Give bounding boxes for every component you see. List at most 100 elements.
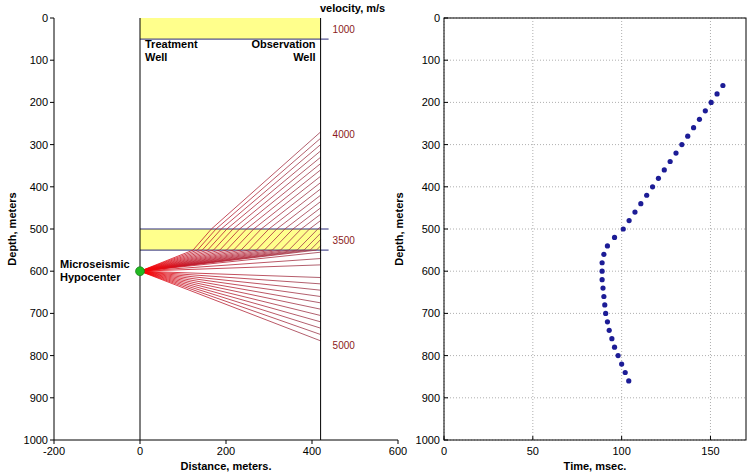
- y-tick: [50, 60, 54, 61]
- ray: [140, 271, 321, 315]
- ray: [140, 170, 321, 271]
- point: [691, 125, 696, 130]
- point: [627, 218, 632, 223]
- point: [600, 277, 605, 282]
- y-tick-label: 600: [30, 265, 48, 277]
- velocity-label: 3500: [333, 235, 356, 246]
- y-tick: [50, 397, 54, 398]
- point: [668, 159, 673, 164]
- x-grid: [710, 18, 711, 440]
- point: [697, 117, 702, 122]
- y-tick-label: 100: [422, 54, 440, 66]
- ray: [140, 176, 321, 271]
- ray: [140, 227, 321, 271]
- point: [601, 252, 606, 257]
- point: [602, 302, 607, 307]
- y-tick: [50, 18, 54, 19]
- x-tick-label: 600: [389, 445, 407, 457]
- y-tick: [50, 144, 54, 145]
- y-tick: [444, 60, 448, 61]
- y-tick-label: 700: [30, 307, 48, 319]
- point: [703, 108, 708, 113]
- y-tick: [50, 440, 54, 441]
- x-tick-label: 400: [303, 445, 321, 457]
- point: [638, 201, 643, 206]
- ray: [140, 132, 321, 271]
- point: [603, 311, 608, 316]
- point: [612, 235, 617, 240]
- point: [607, 328, 612, 333]
- figure: TreatmentWellObservationWellMicroseismic…: [0, 0, 753, 476]
- point: [619, 361, 624, 366]
- x-tick-label: 200: [217, 445, 235, 457]
- ray: [140, 240, 321, 272]
- ray: [140, 246, 321, 271]
- y-tick-label: 800: [30, 350, 48, 362]
- x-tick-label: 150: [701, 445, 719, 457]
- ray: [140, 164, 321, 272]
- point: [679, 142, 684, 147]
- ray: [140, 271, 321, 303]
- x-tick: [226, 440, 227, 444]
- ray: [140, 259, 321, 272]
- y-grid: [444, 102, 746, 103]
- ray: [140, 151, 321, 271]
- ray: [140, 271, 321, 334]
- y-tick-label: 900: [422, 392, 440, 404]
- point: [662, 167, 667, 172]
- well-label: TreatmentWell: [145, 38, 198, 63]
- y-tick-label: 0: [434, 12, 440, 24]
- point: [605, 243, 610, 248]
- ray: [140, 271, 321, 296]
- y-tick: [50, 313, 54, 314]
- x-tick: [312, 440, 313, 444]
- y-grid: [444, 186, 746, 187]
- x-tick: [621, 436, 622, 440]
- plot-background: [444, 18, 746, 440]
- y-tick: [444, 144, 448, 145]
- x-tick-label: -200: [43, 445, 65, 457]
- y-tick-label: 300: [422, 139, 440, 151]
- ray: [140, 271, 321, 322]
- y-tick-label: 1000: [416, 434, 440, 446]
- point: [650, 184, 655, 189]
- x-axis-title: Distance, meters.: [180, 460, 271, 472]
- point: [623, 370, 628, 375]
- ray: [140, 195, 321, 271]
- ray: [140, 157, 321, 271]
- y-tick-label: 500: [422, 223, 440, 235]
- ray: [140, 145, 321, 272]
- y-tick: [444, 186, 448, 187]
- point: [720, 83, 725, 88]
- x-tick-label: 0: [441, 445, 447, 457]
- point: [612, 345, 617, 350]
- point: [673, 150, 678, 155]
- y-tick: [444, 271, 448, 272]
- y-tick: [50, 229, 54, 230]
- y-tick: [444, 313, 448, 314]
- ray: [140, 252, 321, 271]
- x-tick-label: 0: [137, 445, 143, 457]
- point: [609, 336, 614, 341]
- y-tick: [444, 18, 448, 19]
- layer: [140, 18, 321, 39]
- x-tick: [710, 436, 711, 440]
- x-grid: [532, 18, 533, 440]
- point: [709, 100, 714, 105]
- ray: [140, 208, 321, 271]
- y-tick-label: 200: [30, 96, 48, 108]
- y-grid: [444, 144, 746, 145]
- ray: [140, 271, 321, 309]
- x-tick-label: 100: [612, 445, 630, 457]
- point: [601, 294, 606, 299]
- point: [600, 269, 605, 274]
- ray: [140, 221, 321, 272]
- well: [140, 18, 141, 440]
- x-tick-label: 50: [527, 445, 539, 457]
- y-tick-label: 0: [42, 12, 48, 24]
- ray: [140, 271, 321, 328]
- y-grid: [444, 355, 746, 356]
- point: [621, 226, 626, 231]
- y-tick: [50, 355, 54, 356]
- y-tick-label: 400: [30, 181, 48, 193]
